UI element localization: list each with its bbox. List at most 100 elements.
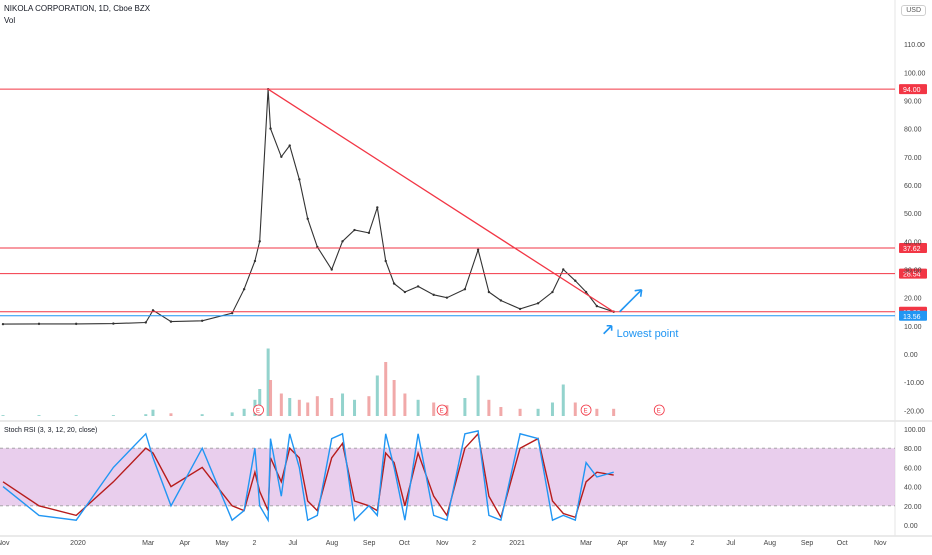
price-tick-label: 80.00 (904, 127, 922, 134)
price-tick-label: 20.00 (904, 296, 922, 303)
price-point (445, 296, 449, 299)
time-tick-label: Mar (580, 540, 593, 547)
level-price-label: 94.00 (903, 87, 921, 94)
currency-selector[interactable]: USD (901, 5, 926, 16)
volume-bar (375, 375, 379, 416)
volume-bar (595, 408, 599, 416)
time-tick-label: Jul (726, 540, 735, 547)
time-tick-label: 2 (253, 540, 257, 547)
price-tick-label: 60.00 (904, 183, 922, 190)
price-tick-label: 110.00 (904, 42, 925, 49)
stoch-title: Stoch RSI (3, 3, 12, 20, close) (4, 427, 97, 434)
price-point (367, 231, 371, 235)
volume-bar (416, 399, 420, 416)
time-tick-label: Apr (179, 540, 191, 547)
time-tick-label: Aug (764, 540, 777, 547)
price-point (562, 268, 565, 271)
time-tick-label: Oct (837, 540, 848, 547)
time-tick-label: May (653, 540, 667, 547)
price-point (306, 217, 309, 220)
annotation-layer: Lowest point E E E E (253, 88, 678, 416)
price-point (258, 240, 261, 243)
time-tick-label: Nov (874, 540, 887, 547)
time-tick-label: Nov (436, 540, 449, 547)
volume-bar (612, 408, 616, 416)
volume-bar (279, 393, 283, 416)
price-point (536, 302, 540, 305)
time-tick-label: 2 (472, 540, 476, 547)
volume-bar (151, 409, 155, 416)
price-point (353, 228, 356, 232)
stoch-k-line (2, 430, 614, 523)
earnings-marker-label: E (440, 409, 444, 415)
volume-bar (384, 362, 388, 416)
stoch-tick-label: 20.00 (904, 504, 922, 511)
volume-bar (392, 380, 396, 416)
price-point (280, 155, 283, 158)
volume-bar (258, 389, 262, 416)
volume-bar (463, 398, 467, 416)
level-price-tag (899, 310, 927, 321)
volume-bar (200, 414, 204, 416)
trendline (267, 88, 615, 313)
volume-bar (487, 399, 491, 416)
earnings-marker (253, 404, 264, 416)
earnings-marker-label: E (584, 409, 588, 415)
price-point (37, 322, 41, 326)
stoch-rsi-layer: Stoch RSI (3, 3, 12, 20, close) (0, 427, 895, 523)
level-price-tag (899, 268, 927, 279)
level-price-tag (899, 243, 927, 254)
price-point (416, 285, 420, 288)
level-price-label: 13.56 (903, 314, 921, 321)
volume-bar (111, 415, 115, 416)
price-point (595, 304, 599, 308)
price-point (112, 322, 115, 325)
earnings-marker (653, 404, 665, 416)
price-point (584, 290, 588, 294)
time-tick-label: Jul (289, 540, 298, 547)
price-point (144, 321, 147, 324)
price-point (1, 322, 5, 326)
volume-bar (367, 396, 371, 416)
price-point (384, 259, 387, 263)
axes-layer: 110.00 100.00 90.00 80.00 70.00 60.00 50.00 40.… (0, 42, 926, 547)
volume-bar (74, 415, 78, 416)
time-tick-label: 2 (690, 540, 694, 547)
lowest-point-arrowhead (606, 324, 613, 331)
volume-bar (561, 384, 565, 416)
stoch-tick-label: 0.00 (904, 523, 918, 530)
price-tick-label: 30.00 (904, 267, 922, 274)
volume-bar (315, 396, 319, 416)
volume-layer (1, 348, 616, 416)
price-tick-label: 10.00 (904, 324, 922, 331)
stoch-tick-label: 60.00 (904, 465, 922, 472)
volume-bar (37, 415, 41, 416)
price-layer (1, 87, 615, 326)
price-point (551, 290, 554, 294)
price-point (242, 288, 246, 291)
volume-bar (476, 375, 480, 416)
price-series-line (2, 89, 614, 325)
price-point (253, 259, 257, 263)
volume-bar (1, 415, 5, 416)
earnings-marker (436, 404, 448, 416)
price-point (392, 282, 396, 285)
price-point (169, 320, 173, 323)
volume-bar (230, 412, 234, 416)
price-point (151, 309, 155, 312)
price-point (330, 268, 333, 271)
price-point (200, 319, 204, 322)
earnings-marker (580, 404, 592, 416)
price-point (476, 248, 480, 251)
volume-bar (403, 393, 407, 416)
price-point (288, 144, 291, 147)
earnings-marker-label: E (256, 409, 260, 415)
lowest-point-arrow (603, 325, 613, 335)
price-point (341, 240, 344, 243)
time-tick-label: Sep (801, 540, 814, 547)
volume-bar (536, 408, 540, 416)
price-point (74, 322, 78, 326)
price-tick-label: -10.00 (904, 380, 924, 387)
